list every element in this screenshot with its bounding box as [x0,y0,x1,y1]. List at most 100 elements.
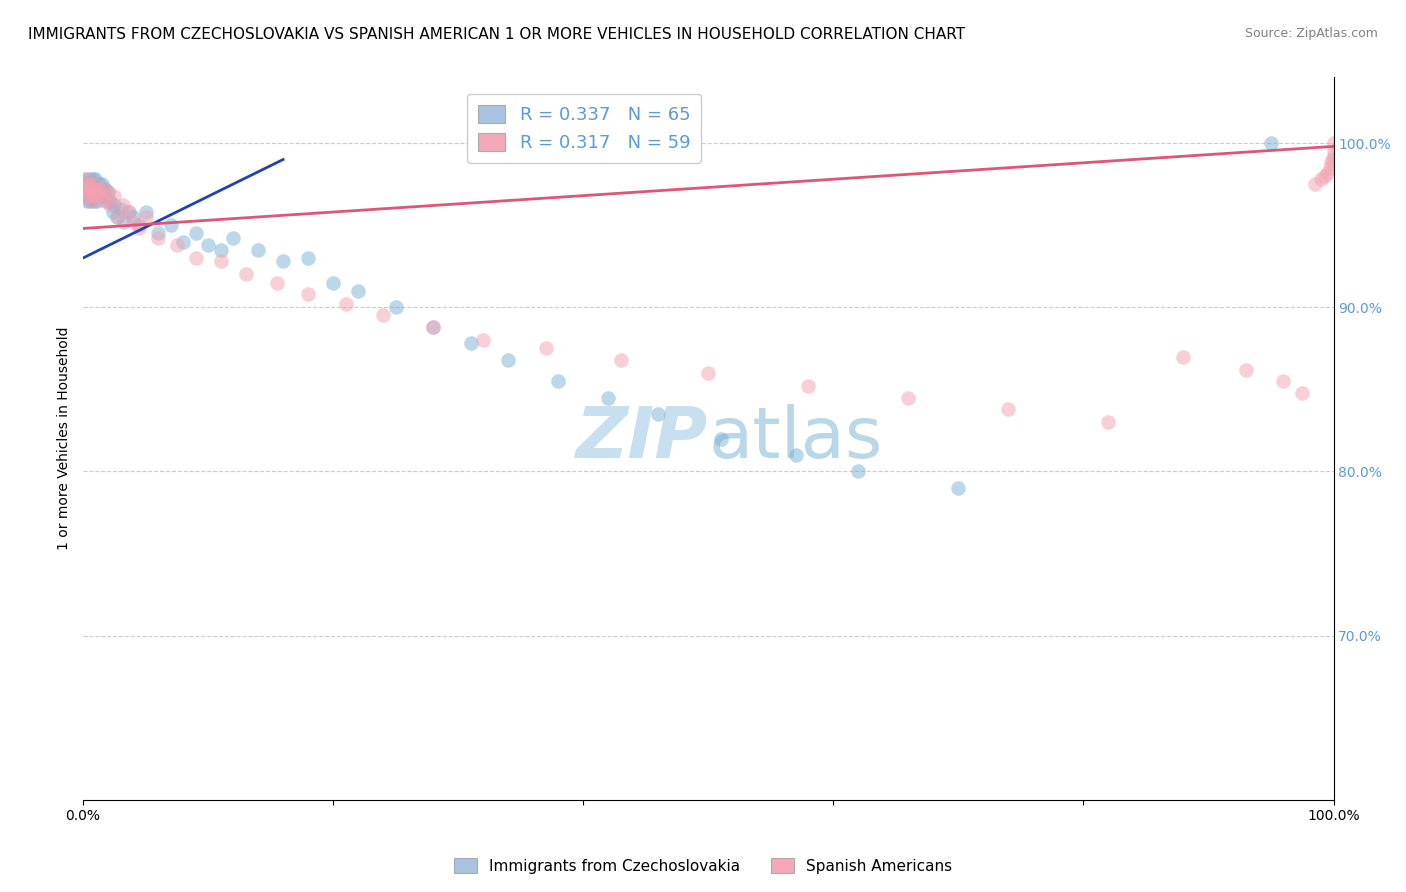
Point [82,172,104,186]
Point [117,205,139,219]
Point [422,320,444,334]
Point [91,182,114,196]
Point [697,366,720,380]
Point [122,215,145,229]
Point [76,182,98,196]
Text: atlas: atlas [709,404,883,473]
Point [76,188,98,202]
Point [598,391,620,405]
Point [222,231,245,245]
Point [1319,161,1341,175]
Point [247,243,270,257]
Point [122,210,145,224]
Point [83,188,105,202]
Point [948,481,970,495]
Point [77,172,100,186]
Point [90,177,112,191]
Point [97,186,120,200]
Point [710,432,733,446]
Legend: Immigrants from Czechoslovakia, Spanish Americans: Immigrants from Czechoslovakia, Spanish … [449,852,957,880]
Point [371,309,394,323]
Point [166,238,188,252]
Point [94,194,117,208]
Point [89,186,111,200]
Point [80,177,103,191]
Point [76,194,98,208]
Point [1260,136,1282,150]
Point [460,336,482,351]
Point [111,198,134,212]
Point [100,194,122,208]
Point [84,172,107,186]
Point [322,276,344,290]
Point [94,182,117,196]
Point [134,205,156,219]
Point [96,194,118,208]
Point [128,221,150,235]
Point [89,182,111,196]
Point [335,297,357,311]
Point [76,172,98,186]
Point [73,182,96,196]
Point [107,210,129,224]
Point [1173,350,1195,364]
Point [146,227,169,241]
Point [90,188,112,202]
Point [77,188,100,202]
Point [1310,172,1333,186]
Point [103,198,125,212]
Point [80,194,103,208]
Point [100,198,122,212]
Point [75,172,97,186]
Point [1097,415,1119,429]
Point [1320,156,1343,170]
Point [1316,166,1339,180]
Point [86,186,108,200]
Point [86,194,108,208]
Point [83,182,105,196]
Point [105,210,128,224]
Point [118,205,141,219]
Point [97,186,120,200]
Y-axis label: 1 or more Vehicles in Household: 1 or more Vehicles in Household [58,326,72,550]
Point [82,186,104,200]
Point [184,227,207,241]
Point [110,202,132,216]
Point [90,188,112,202]
Point [93,188,115,202]
Point [647,407,669,421]
Point [422,320,444,334]
Text: IMMIGRANTS FROM CZECHOSLOVAKIA VS SPANISH AMERICAN 1 OR MORE VEHICLES IN HOUSEHO: IMMIGRANTS FROM CZECHOSLOVAKIA VS SPANIS… [28,27,966,42]
Point [609,352,631,367]
Point [1313,169,1336,183]
Point [496,352,519,367]
Point [785,448,807,462]
Point [77,186,100,200]
Point [80,188,103,202]
Point [235,268,257,282]
Point [77,188,100,202]
Point [89,177,111,191]
Point [1322,136,1344,150]
Point [87,188,110,202]
Point [534,341,557,355]
Text: ZIP: ZIP [576,404,709,473]
Point [797,379,820,393]
Point [89,188,111,202]
Point [1303,177,1326,191]
Point [87,182,110,196]
Text: Source: ZipAtlas.com: Source: ZipAtlas.com [1244,27,1378,40]
Point [91,186,114,200]
Point [146,231,169,245]
Point [297,251,319,265]
Point [184,251,207,265]
Point [77,177,100,191]
Point [472,333,495,347]
Point [84,177,107,191]
Point [128,218,150,232]
Point [1322,149,1344,163]
Point [384,300,406,314]
Point [846,465,869,479]
Point [159,218,181,232]
Point [172,235,194,249]
